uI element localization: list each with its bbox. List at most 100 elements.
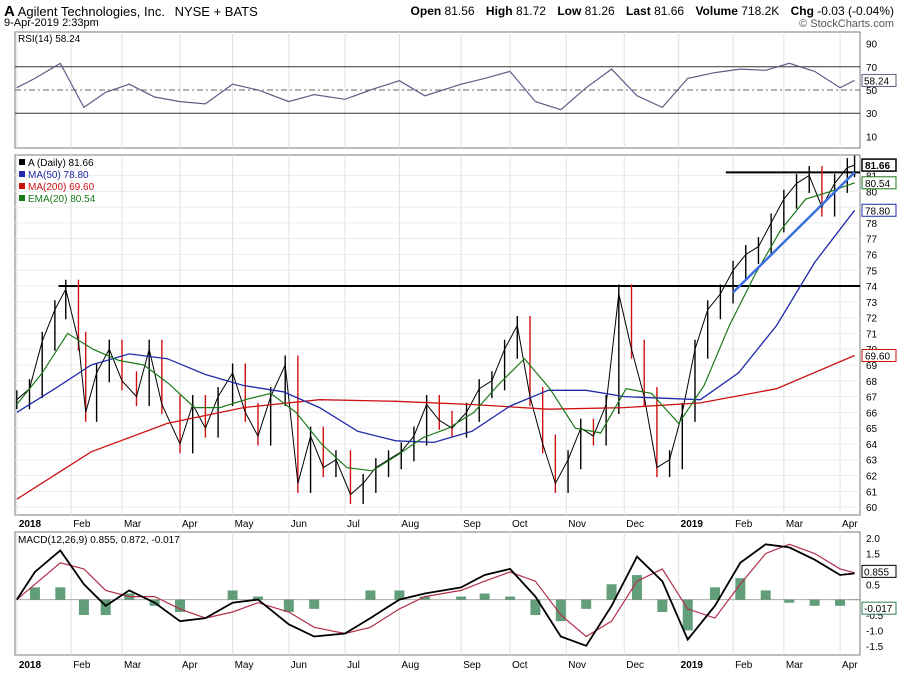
legend-swatch (19, 195, 25, 201)
chart-datetime: 9-Apr-2019 2:33pm (4, 17, 99, 29)
macd-histogram-bar (809, 599, 820, 606)
price-y-tick: 71 (866, 329, 878, 340)
ma50-line (16, 209, 856, 444)
price-y-tick: 66 (866, 408, 878, 419)
price-y-tick: 72 (866, 314, 878, 325)
price-x-tick: Nov (568, 519, 586, 530)
macd-line (16, 543, 855, 647)
rsi-y-tick: 50 (866, 86, 878, 97)
price-y-tick: 61 (866, 487, 878, 498)
price-y-tick: 64 (866, 440, 878, 451)
macd-histogram-bar (657, 599, 668, 612)
price-y-tick: 68 (866, 377, 878, 388)
price-y-tick: 73 (866, 298, 878, 309)
open-value: 81.56 (444, 4, 475, 18)
macd-y-tick: 1.5 (866, 550, 880, 561)
macd-histogram-bar (100, 599, 111, 616)
price-y-tick: 67 (866, 393, 878, 404)
price-tag-box (861, 176, 897, 190)
macd-histogram-bar (555, 599, 566, 622)
price-x-tick: 2019 (681, 519, 704, 530)
low-label: Low (557, 4, 582, 18)
price-x-tick: Feb (73, 519, 91, 530)
price-y-tick: 80 (866, 187, 878, 198)
macd-histogram-bar (835, 599, 846, 606)
company-name: Agilent Technologies, Inc. (17, 4, 165, 19)
macd-x-tick: Apr (182, 660, 198, 671)
price-legend-entry: A (Daily) 81.66 (28, 158, 94, 169)
price-tag: 81.66 (865, 161, 890, 172)
macd-x-tick: Mar (786, 660, 804, 671)
macd-y-tick: 2.0 (866, 534, 880, 545)
macd-histogram-bar (530, 599, 541, 616)
price-line (16, 164, 855, 496)
price-tag: 69.60 (865, 352, 890, 363)
price-legend-entry: MA(50) 78.80 (28, 170, 89, 181)
macd-histogram-bar (479, 593, 490, 600)
symbol-title: A Agilent Technologies, Inc. NYSE + BATS (4, 3, 258, 20)
price-y-tick: 63 (866, 456, 878, 467)
price-y-tick: 75 (866, 266, 878, 277)
price-x-tick: Apr (182, 519, 198, 530)
price-x-tick: Jul (347, 519, 360, 530)
price-tag: 80.54 (865, 179, 890, 190)
ema20-line (16, 182, 855, 472)
price-y-tick: 62 (866, 472, 878, 483)
macd-histogram-bar (682, 599, 693, 631)
macd-histogram-bar (29, 587, 40, 600)
macd-histogram-bar (283, 599, 294, 612)
volume-value: 718.2K (741, 4, 780, 18)
macd-histogram-bar (252, 596, 263, 600)
rsi-value-tag: 58.24 (864, 76, 889, 87)
price-legend-entry: EMA(20) 80.54 (28, 194, 96, 205)
chg-label: Chg (790, 4, 814, 18)
rsi-legend: RSI(14) 58.24 (18, 34, 81, 45)
price-x-tick: May (235, 519, 254, 530)
price-x-tick: Apr (842, 519, 858, 530)
price-x-tick: Jun (291, 519, 307, 530)
macd-histogram-bar (849, 599, 860, 601)
macd-histogram-bar (735, 578, 746, 600)
macd-histogram-bar (505, 596, 516, 600)
macd-x-tick: 2019 (681, 660, 704, 671)
macd-x-tick: Jun (291, 660, 307, 671)
macd-tag-box (861, 601, 897, 615)
stockcharts-brand: © StockCharts.com (799, 18, 894, 30)
macd-histogram-bar (227, 590, 238, 600)
macd-histogram-bar (78, 599, 89, 616)
price-tag: 78.80 (865, 206, 890, 217)
macd-y-tick: 0.5 (866, 580, 880, 591)
price-x-tick: Mar (124, 519, 142, 530)
legend-swatch (19, 183, 25, 189)
rsi-y-tick: 30 (866, 109, 878, 120)
macd-y-tick: -1.5 (866, 642, 884, 653)
macd-histogram-bar (456, 596, 467, 600)
macd-legend: MACD(12,26,9) 0.855, 0.872, -0.017 (18, 535, 180, 546)
macd-x-tick: Apr (842, 660, 858, 671)
price-y-tick: 78 (866, 219, 878, 230)
last-label: Last (626, 4, 651, 18)
price-tag-box (861, 158, 897, 172)
rsi-y-tick: 70 (866, 63, 878, 74)
price-y-tick: 65 (866, 424, 878, 435)
macd-x-tick: Jul (347, 660, 360, 671)
macd-x-tick: Oct (512, 660, 528, 671)
price-panel (14, 154, 861, 516)
last-value: 81.66 (654, 4, 685, 18)
macd-x-tick: 2018 (19, 660, 42, 671)
macd-histogram-bar (581, 599, 592, 609)
macd-value-tag: -0.017 (864, 604, 893, 615)
price-y-tick: 69 (866, 361, 878, 372)
price-x-tick: 2018 (19, 519, 42, 530)
macd-histogram-bar (784, 599, 795, 603)
price-x-tick: Dec (626, 519, 644, 530)
price-y-tick: 77 (866, 235, 878, 246)
rsi-value-tag-box (861, 73, 897, 87)
support-trendline (732, 171, 856, 294)
price-y-tick: 60 (866, 503, 878, 514)
price-x-tick: Mar (786, 519, 804, 530)
macd-value-tag: 0.855 (864, 567, 889, 578)
macd-histogram-bar (175, 599, 186, 612)
macd-x-tick: Mar (124, 660, 142, 671)
